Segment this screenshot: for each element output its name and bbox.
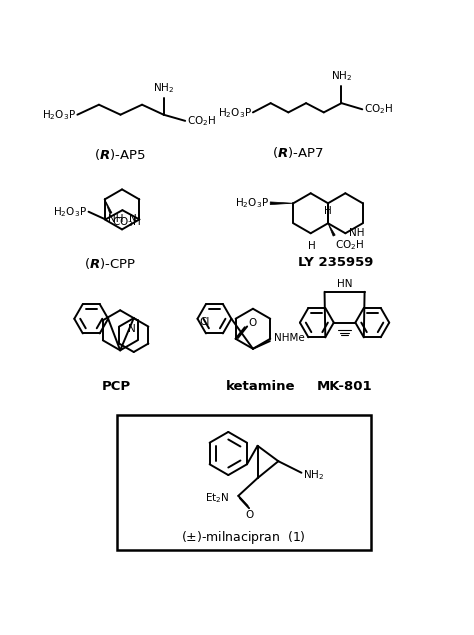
Text: H$_2$O$_3$P: H$_2$O$_3$P: [218, 106, 251, 120]
Text: H$_2$O$_3$P: H$_2$O$_3$P: [235, 196, 269, 210]
Text: O: O: [245, 511, 253, 521]
Text: N: N: [128, 324, 136, 334]
Text: NH$_2$: NH$_2$: [153, 81, 174, 95]
Text: CO$_2$H: CO$_2$H: [335, 238, 364, 251]
Text: ($\bfit{R}$)-AP7: ($\bfit{R}$)-AP7: [272, 145, 323, 160]
Text: O: O: [248, 318, 256, 328]
Text: NH: NH: [349, 228, 365, 238]
Text: NH: NH: [108, 215, 123, 224]
Text: CO$_2$H: CO$_2$H: [364, 102, 393, 116]
Text: H: H: [309, 241, 316, 251]
Text: NH$_2$: NH$_2$: [331, 69, 352, 83]
Text: NHMe: NHMe: [274, 333, 305, 343]
Text: LY 235959: LY 235959: [298, 256, 374, 269]
Text: PCP: PCP: [102, 380, 131, 393]
Text: ($\bfit{R}$)-AP5: ($\bfit{R}$)-AP5: [94, 147, 146, 162]
Polygon shape: [328, 224, 335, 236]
Text: N: N: [129, 215, 137, 224]
Polygon shape: [270, 202, 293, 204]
Text: Cl: Cl: [199, 318, 210, 327]
Bar: [117, 415, 371, 550]
Text: CO$_2$H: CO$_2$H: [112, 215, 142, 229]
Text: CO$_2$H: CO$_2$H: [187, 114, 216, 128]
Text: H$_2$O$_3$P: H$_2$O$_3$P: [42, 109, 76, 123]
Text: ($\pm$)-milnacipran  (1): ($\pm$)-milnacipran (1): [181, 529, 306, 546]
Text: Et$_2$N: Et$_2$N: [205, 491, 229, 505]
Text: H$_2$O$_3$P: H$_2$O$_3$P: [53, 205, 87, 218]
Polygon shape: [105, 199, 112, 214]
Text: H: H: [324, 206, 332, 215]
Text: NH$_2$: NH$_2$: [303, 468, 324, 482]
Text: ketamine: ketamine: [226, 380, 295, 393]
Text: MK-801: MK-801: [317, 380, 373, 393]
Text: HN: HN: [337, 279, 352, 290]
Text: ($\bfit{R}$)-CPP: ($\bfit{R}$)-CPP: [84, 256, 137, 271]
